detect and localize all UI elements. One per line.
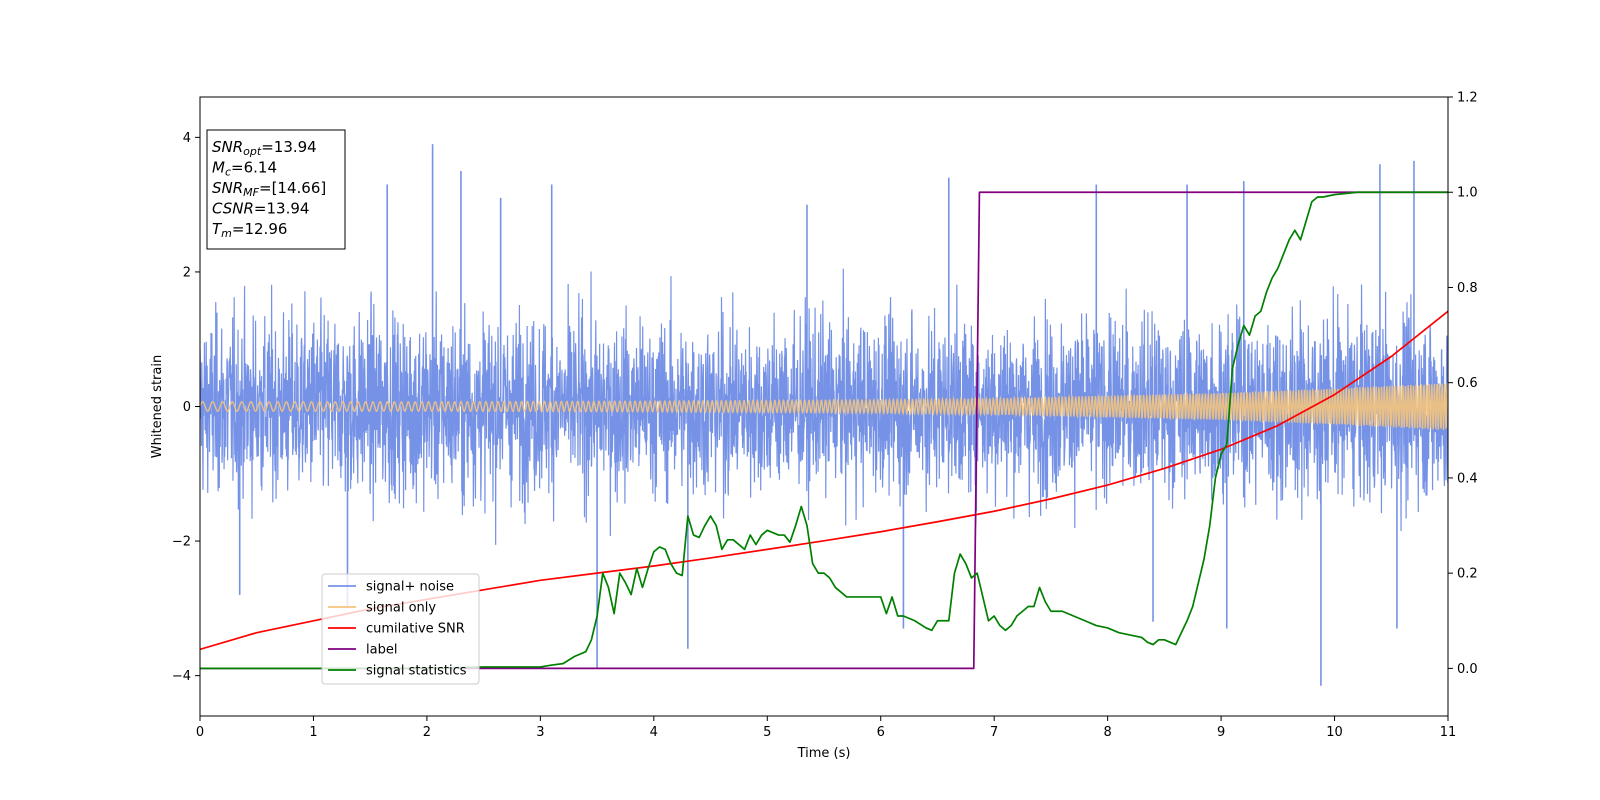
series-signal-statistics-line [200, 191, 1448, 670]
stats-line: Tm=12.96 [212, 220, 287, 240]
legend-entry: signal statistics [328, 664, 467, 679]
x-tick-label: 4 [650, 725, 658, 740]
stats-symbol: T [212, 220, 223, 238]
y-axis-right: 0.0 0.2 0.4 0.6 0.8 1.0 1.2 [1448, 91, 1478, 677]
stats-line: SNRMF=[14.66] [212, 179, 326, 199]
x-axis-label: Time (s) [797, 746, 851, 761]
y2-tick-label: 1.0 [1457, 186, 1478, 201]
legend-label: signal only [366, 601, 436, 616]
y2-tick-label: 1.2 [1457, 91, 1478, 106]
y2-tick-label: 0.8 [1457, 281, 1478, 296]
x-tick-label: 7 [990, 725, 998, 740]
y2-tick-label: 0.4 [1457, 471, 1478, 486]
stats-symbol: CSNR [212, 200, 254, 218]
legend-label: signal statistics [366, 664, 467, 679]
stats-subscript: MF [243, 186, 259, 199]
x-tick-label: 11 [1440, 725, 1457, 740]
y-tick-label: 0 [183, 400, 191, 415]
legend-frame [321, 573, 480, 685]
series-label-line [200, 191, 1448, 670]
stats-line: SNRopt=13.94 [212, 138, 317, 158]
stats-symbol: SNR [212, 179, 243, 197]
legend-label: signal+ noise [366, 580, 454, 595]
stats-value: =[14.66] [259, 179, 326, 197]
stats-value: =12.96 [232, 220, 288, 238]
stats-subscript: m [221, 227, 232, 240]
x-tick-label: 9 [1217, 725, 1225, 740]
y-axis-label: Whitened strain [150, 355, 165, 458]
stats-value: =13.94 [254, 200, 310, 218]
stats-box-frame [206, 129, 346, 250]
legend-label: label [366, 643, 397, 658]
x-tick-label: 2 [423, 725, 431, 740]
y2-tick-label: 0.6 [1457, 376, 1478, 391]
y-tick-label: 2 [183, 265, 191, 280]
stats-symbol: SNR [212, 138, 243, 156]
x-tick-label: 0 [196, 725, 204, 740]
y-axis-left: −4 −2 0 2 4 [172, 131, 200, 684]
y2-tick-label: 0.0 [1457, 662, 1478, 677]
stats-value: =13.94 [261, 138, 317, 156]
stats-line: Mc=6.14 [212, 159, 277, 179]
x-tick-label: 6 [877, 725, 885, 740]
legend-entry: signal only [328, 601, 436, 616]
x-tick-label: 1 [309, 725, 317, 740]
legend: signal+ noise signal only cumilative SNR la… [321, 573, 480, 685]
x-tick-label: 5 [763, 725, 771, 740]
stats-box: SNRopt=13.94Mc=6.14SNRMF=[14.66]CSNR=13.… [206, 129, 346, 250]
legend-entry: cumilative SNR [328, 622, 465, 637]
x-tick-label: 8 [1103, 725, 1111, 740]
series-signal-only-line [200, 383, 1448, 431]
stats-line: CSNR=13.94 [212, 200, 309, 218]
y-tick-label: 4 [183, 131, 191, 146]
stats-symbol: M [212, 159, 225, 177]
y-tick-label: −2 [172, 535, 191, 550]
legend-entry: signal+ noise [328, 580, 454, 595]
legend-label: cumilative SNR [366, 622, 465, 637]
y-tick-label: −4 [172, 669, 191, 684]
x-tick-label: 10 [1326, 725, 1343, 740]
x-axis: 0 1 2 3 4 5 6 7 8 9 10 11 [196, 716, 1456, 740]
y2-tick-label: 0.2 [1457, 567, 1478, 582]
x-tick-label: 3 [536, 725, 544, 740]
stats-subscript: c [225, 166, 231, 179]
legend-entry: label [328, 643, 397, 658]
stats-subscript: opt [243, 145, 262, 158]
stats-value: =6.14 [231, 159, 277, 177]
